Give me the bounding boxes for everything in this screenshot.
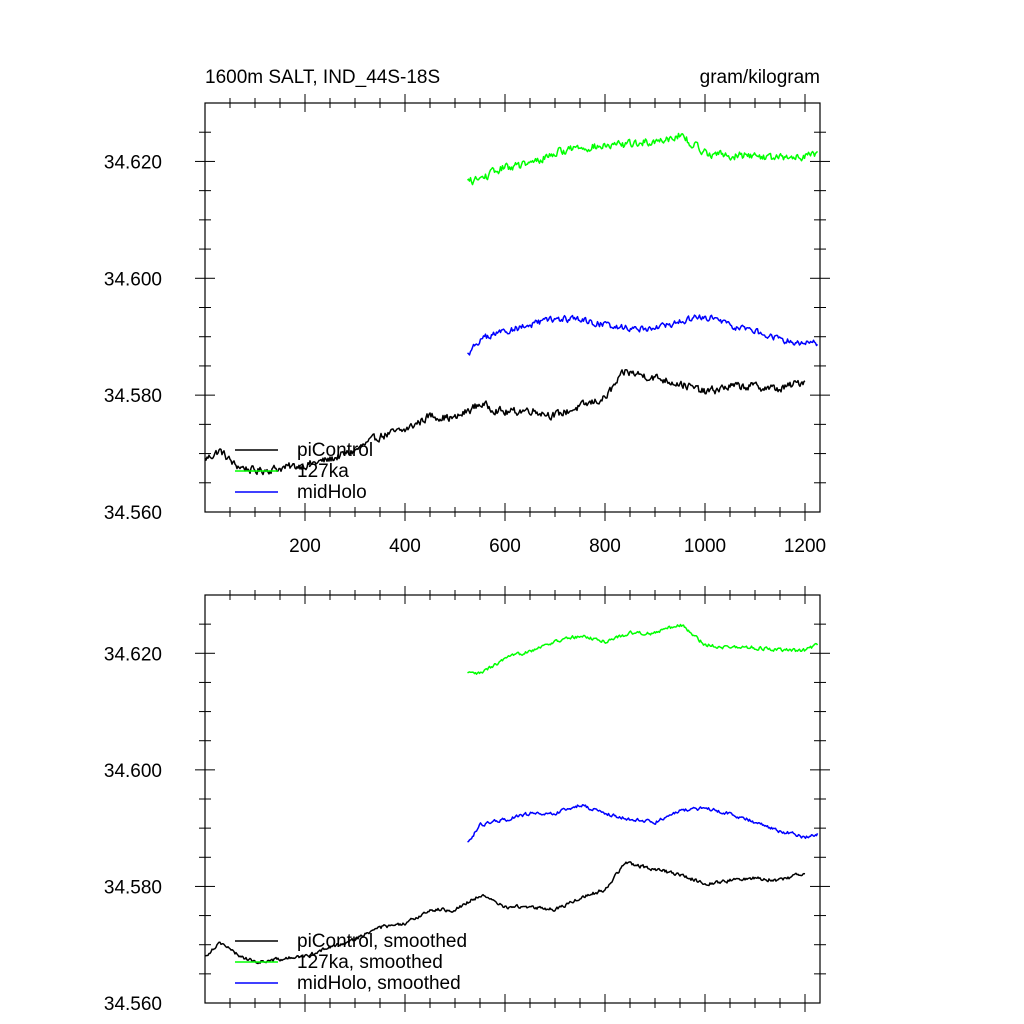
ticks-layer: 34.560 34.580 34.600 34.620 xyxy=(104,586,830,1015)
x-tick-label: 1000 xyxy=(684,536,726,557)
y-tick-label: 34.580 xyxy=(104,877,162,898)
y-tick-label: 34.600 xyxy=(104,269,162,290)
series-line-midholo xyxy=(467,314,819,356)
series-line-midholo-smoothed xyxy=(467,804,819,843)
x-tick-label: 1200 xyxy=(784,536,826,557)
plot-frame xyxy=(204,594,821,1004)
legend-label: 127ka xyxy=(297,461,349,482)
y-tick-label: 34.620 xyxy=(104,152,162,173)
y-tick-label: 34.560 xyxy=(104,994,162,1015)
y-tick-label: 34.620 xyxy=(104,644,162,665)
y-tick-label: 34.600 xyxy=(104,761,162,782)
legend-label: midHolo, smoothed xyxy=(297,973,461,994)
legend-label: piControl, smoothed xyxy=(297,931,467,952)
x-tick-label: 400 xyxy=(389,536,421,557)
x-tick-label: 200 xyxy=(289,536,321,557)
top-panel: 1600m SALT, IND_44S-18S gram/kilogram 20… xyxy=(104,67,830,557)
y-tick-label: 34.580 xyxy=(104,386,162,407)
x-tick-label: 600 xyxy=(489,536,521,557)
x-tick-label: 800 xyxy=(589,536,621,557)
series-line-picontrol-smoothed xyxy=(204,861,806,965)
y-tick-label: 34.560 xyxy=(104,503,162,524)
plot-frame xyxy=(204,102,821,513)
legend-label: midHolo xyxy=(297,482,367,503)
chart-title-right: gram/kilogram xyxy=(700,67,820,88)
series-layer xyxy=(204,623,819,965)
chart-title-left: 1600m SALT, IND_44S-18S xyxy=(205,67,440,88)
series-layer xyxy=(204,132,819,476)
bottom-panel: 34.560 34.580 34.600 34.620 piControl, smoo… xyxy=(104,586,830,1015)
ticks-layer: 200 400 600 800 1000 1200 34.560 34.580 34.600 34… xyxy=(104,94,830,557)
series-line-picontrol xyxy=(204,368,806,476)
series-line-127ka xyxy=(466,132,819,186)
legend-label: piControl xyxy=(297,440,373,461)
legend-label: 127ka, smoothed xyxy=(297,952,443,973)
series-line-127ka-smoothed xyxy=(467,623,819,675)
